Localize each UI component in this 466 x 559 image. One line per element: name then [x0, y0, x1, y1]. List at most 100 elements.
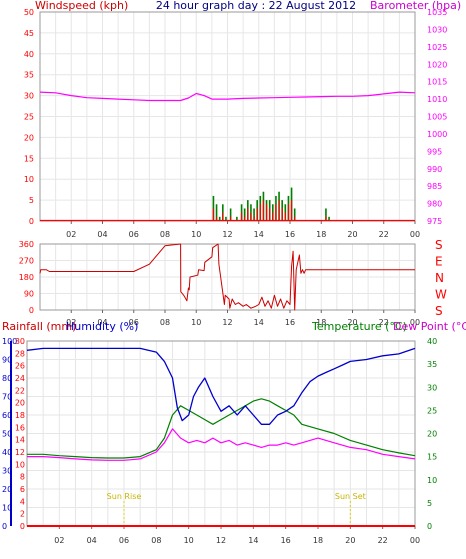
- wind-direction-line: [39, 243, 415, 311]
- windspeed-bar: [259, 204, 261, 221]
- windspeed-bar: [253, 216, 255, 221]
- wind-baro-xtick-label: 22: [379, 230, 389, 239]
- temp-hum-xtick-label: 12: [216, 536, 226, 545]
- windspeed-bar: [240, 212, 243, 221]
- humidity-tick-label: 50: [2, 430, 12, 439]
- temp-hum-xtick-label: 10: [184, 536, 194, 545]
- barometer-tick-label: 1025: [427, 43, 447, 52]
- temp-hum-xtick-label: 08: [151, 536, 161, 545]
- windspeed-bar: [278, 200, 280, 221]
- direction-tick-label: 0: [29, 306, 34, 315]
- temperature-tick-label: 35: [427, 360, 437, 369]
- windspeed-bar: [287, 204, 290, 221]
- barometer-tick-label: 1005: [427, 113, 447, 122]
- windspeed-tick-label: 35: [24, 71, 34, 80]
- direction-xtick-label: 02: [66, 318, 76, 327]
- windspeed-tick-label: 0: [29, 217, 34, 226]
- wind-baro-xtick-label: 18: [316, 230, 326, 239]
- gust-bar: [243, 208, 246, 221]
- barometer-tick-label: 985: [427, 182, 442, 191]
- rainfall-tick-label: 12: [15, 448, 25, 457]
- windspeed-tick-label: 5: [29, 196, 34, 205]
- gust-bar: [229, 208, 232, 221]
- grid-layer: [27, 12, 415, 526]
- barometer-tick-label: 1015: [427, 78, 447, 87]
- wind-baro-xtick-label: 20: [347, 230, 357, 239]
- wind-baro-xtick-label: 14: [254, 230, 264, 239]
- compass-label: W: [435, 288, 447, 302]
- temp-hum-xtick-label: 20: [345, 536, 355, 545]
- wind-baro-xtick-label: 10: [191, 230, 201, 239]
- direction-xtick-label: 22: [379, 318, 389, 327]
- barometer-tick-label: 1000: [427, 130, 447, 139]
- temperature-tick-label: 20: [427, 430, 437, 439]
- barometer-tick-label: 990: [427, 165, 442, 174]
- humidity-tick-label: 20: [2, 485, 12, 494]
- direction-xtick-label: 14: [254, 318, 264, 327]
- rainfall-tick-label: 16: [15, 423, 25, 432]
- windspeed-tick-label: 30: [24, 92, 34, 101]
- rainfall-tick-label: 30: [15, 337, 25, 346]
- direction-xtick-label: 18: [316, 318, 326, 327]
- gust-bar: [218, 216, 221, 221]
- humidity-tick-label: 60: [2, 411, 12, 420]
- humidity-tick-label: 10: [2, 504, 12, 513]
- humidity-axis-label: Humidity (%): [66, 320, 138, 333]
- rainfall-tick-label: 6: [20, 485, 25, 494]
- humidity-tick-label: 40: [2, 448, 12, 457]
- rainfall-tick-label: 2: [20, 510, 25, 519]
- direction-xtick-label: 06: [129, 318, 139, 327]
- rainfall-tick-label: 26: [15, 362, 25, 371]
- windspeed-bar: [230, 216, 232, 221]
- dewpoint-axis-label: Dew Point (°C): [393, 320, 466, 333]
- temp-hum-xtick-label: 04: [87, 536, 97, 545]
- gust-bar: [328, 216, 330, 221]
- humidity-line: [26, 347, 416, 425]
- windspeed-bar: [281, 208, 283, 221]
- windspeed-bar: [269, 208, 271, 221]
- rainfall-tick-label: 28: [15, 349, 25, 358]
- windspeed-bar: [294, 216, 296, 221]
- rainfall-tick-label: 10: [15, 460, 25, 469]
- dew-point-line: [27, 428, 416, 461]
- wind-baro-xtick-label: 00: [410, 230, 420, 239]
- rainfall-tick-label: 4: [20, 497, 25, 506]
- windspeed-tick-label: 20: [24, 133, 34, 142]
- windspeed-bar: [272, 212, 274, 221]
- gust-bar: [293, 208, 296, 221]
- windspeed-bar: [250, 212, 252, 221]
- temp-hum-xtick-label: 06: [119, 536, 129, 545]
- rainfall-tick-label: 24: [15, 374, 25, 383]
- compass-label: N: [435, 271, 444, 285]
- humidity-tick-label: 100: [2, 337, 17, 346]
- windspeed-tick-label: 45: [24, 29, 34, 38]
- windspeed-tick-label: 40: [24, 50, 34, 59]
- windspeed-bar: [290, 200, 293, 221]
- wind-baro-xtick-label: 12: [222, 230, 232, 239]
- compass-label: S: [435, 238, 443, 252]
- windspeed-tick-label: 15: [24, 154, 34, 163]
- wind-baro-xtick-label: 06: [129, 230, 139, 239]
- direction-xtick-label: 08: [160, 318, 170, 327]
- wind-baro-xtick-label: 04: [97, 230, 107, 239]
- temperature-tick-label: 40: [427, 337, 437, 346]
- temperature-tick-label: 25: [427, 406, 437, 415]
- humidity-tick-label: 90: [2, 356, 12, 365]
- direction-tick-label: 180: [19, 273, 34, 282]
- chart-title: 24 hour graph day : 22 August 2012: [156, 0, 356, 12]
- rainfall-tick-label: 14: [15, 436, 25, 445]
- direction-tick-label: 270: [19, 257, 34, 266]
- gust-bar: [253, 208, 255, 221]
- compass-label: S: [435, 304, 443, 318]
- humidity-tick-label: 80: [2, 374, 12, 383]
- text-layer: 24 hour graph day : 22 August 2012 Winds…: [2, 0, 466, 333]
- temp-hum-xtick-label: 02: [54, 536, 64, 545]
- barometer-tick-label: 980: [427, 200, 442, 209]
- gust-bar: [225, 216, 227, 221]
- temp-hum-xtick-label: 00: [410, 536, 420, 545]
- direction-tick-label: 360: [19, 240, 34, 249]
- windspeed-bar: [265, 204, 268, 221]
- rainfall-tick-label: 8: [20, 473, 25, 482]
- rainfall-tick-label: 22: [15, 386, 25, 395]
- windspeed-tick-label: 10: [24, 175, 34, 184]
